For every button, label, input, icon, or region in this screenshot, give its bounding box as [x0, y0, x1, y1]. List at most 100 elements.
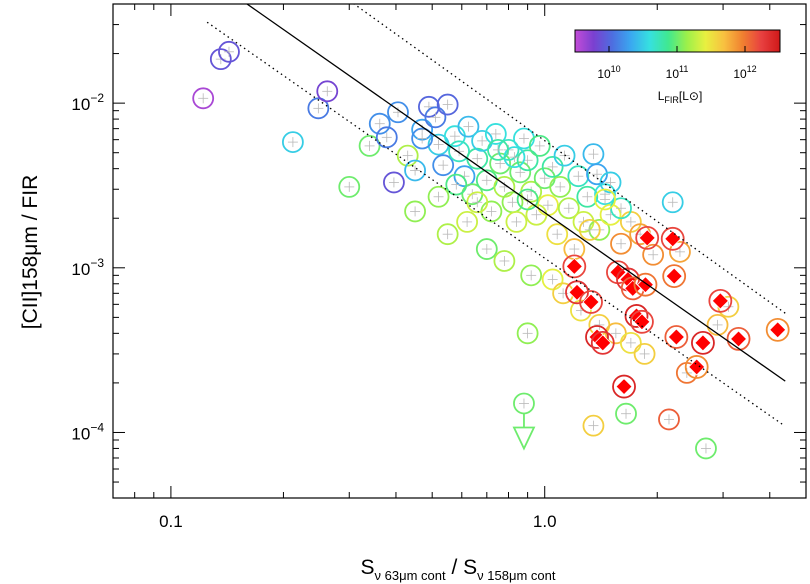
- data-point-diamond: [688, 358, 706, 376]
- x-axis-title: Sν 63μm cont / Sν 158μm cont: [361, 556, 556, 583]
- data-point-ring: [662, 264, 687, 289]
- data-point: [516, 188, 539, 211]
- data-point: [586, 163, 608, 186]
- data-point: [541, 156, 564, 178]
- fit-line: [245, 4, 786, 382]
- data-point: [383, 171, 405, 194]
- data-point: [582, 414, 605, 437]
- data-point-ring: [630, 309, 654, 334]
- data-point-diamond: [667, 328, 685, 346]
- data-point: [424, 106, 447, 129]
- data-point-ring: [691, 330, 715, 355]
- data-point-ring: [633, 272, 658, 297]
- colorbar-tick-label: 1011: [666, 64, 689, 81]
- data-point: [610, 232, 632, 255]
- data-point: [487, 139, 509, 161]
- data-point: [619, 331, 642, 354]
- data-point: [445, 173, 468, 196]
- data-point-ring: [612, 374, 636, 399]
- data-point: [484, 123, 507, 145]
- data-point: [599, 171, 622, 194]
- data-point-ring: [726, 327, 751, 351]
- colorbar: 1010 1011 1012 LFIR[L⊙]: [574, 29, 781, 105]
- data-point: [453, 165, 476, 188]
- data-point: [615, 402, 637, 425]
- axis-ticks: [112, 3, 807, 499]
- data-point-ring: [708, 288, 733, 313]
- data-point: [411, 127, 434, 150]
- data-point: [436, 223, 459, 246]
- y-tick-label: 10−4: [71, 420, 104, 443]
- colorbar-title: LFIR[L⊙]: [658, 89, 703, 105]
- data-point: [466, 191, 489, 214]
- data-point: [661, 191, 684, 214]
- data-point: [338, 175, 361, 198]
- data-point: [387, 101, 409, 124]
- data-point: [475, 238, 498, 260]
- data-point: [307, 97, 330, 120]
- data-point-diamond: [769, 321, 787, 339]
- data-point: [209, 48, 232, 71]
- data-point: [706, 314, 729, 336]
- upper-limit-arrow: [512, 426, 536, 451]
- data-point: [567, 165, 590, 188]
- data-point: [456, 211, 479, 233]
- data-point: [549, 175, 572, 198]
- data-point: [404, 200, 426, 223]
- data-point: [695, 437, 717, 460]
- data-point: [358, 134, 381, 157]
- data-point: [594, 188, 616, 211]
- data-point: [316, 80, 339, 103]
- data-point: [509, 161, 532, 184]
- data-point-ring: [660, 226, 685, 251]
- data-point: [404, 159, 426, 182]
- data-point-ring: [684, 355, 709, 379]
- data-point: [516, 322, 539, 345]
- data-point: [375, 126, 398, 149]
- data-point: [436, 93, 459, 116]
- data-point: [396, 144, 419, 167]
- data-point-diamond: [664, 230, 682, 248]
- y-tick-label: 10−3: [71, 256, 104, 279]
- data-point: [516, 149, 539, 172]
- data-point: [427, 185, 450, 208]
- data-point: [448, 140, 470, 163]
- data-point-ring: [624, 304, 649, 328]
- data-point: [576, 185, 599, 208]
- data-point: [457, 115, 480, 138]
- data-point: [520, 264, 543, 287]
- data-point: [192, 87, 215, 110]
- colorbar-tick-label: 1010: [597, 64, 620, 81]
- data-point: [368, 112, 391, 135]
- data-point: [669, 240, 691, 263]
- data-point-ring: [585, 325, 609, 349]
- data-point: [546, 223, 569, 246]
- data-point-diamond: [711, 292, 729, 310]
- fit-lines: [206, 4, 786, 426]
- data-point-diamond: [729, 330, 748, 348]
- x-tick-label: 0.1: [159, 512, 183, 531]
- data-point-ring: [635, 225, 660, 250]
- data-point-diamond: [633, 313, 651, 331]
- data-point-ring: [562, 254, 587, 279]
- data-point: [493, 250, 516, 272]
- data-point: [642, 243, 665, 266]
- data-point: [528, 134, 551, 157]
- data-point: [557, 197, 580, 220]
- data-layer: [192, 40, 790, 460]
- data-point: [553, 144, 576, 167]
- dispersion-line: [206, 21, 784, 426]
- data-point: [578, 218, 601, 241]
- data-point-diamond: [594, 334, 612, 352]
- data-point-diamond: [565, 257, 583, 275]
- data-point-ring: [579, 290, 603, 314]
- data-point-diamond: [615, 378, 633, 396]
- data-point-diamond: [582, 293, 600, 311]
- data-point: [489, 152, 512, 175]
- colorbar-tick-label: 1012: [733, 64, 756, 81]
- data-point-ring: [590, 330, 615, 355]
- data-point-ring: [664, 325, 689, 349]
- data-point: [599, 203, 622, 226]
- y-tick-label: 10−2: [71, 91, 104, 114]
